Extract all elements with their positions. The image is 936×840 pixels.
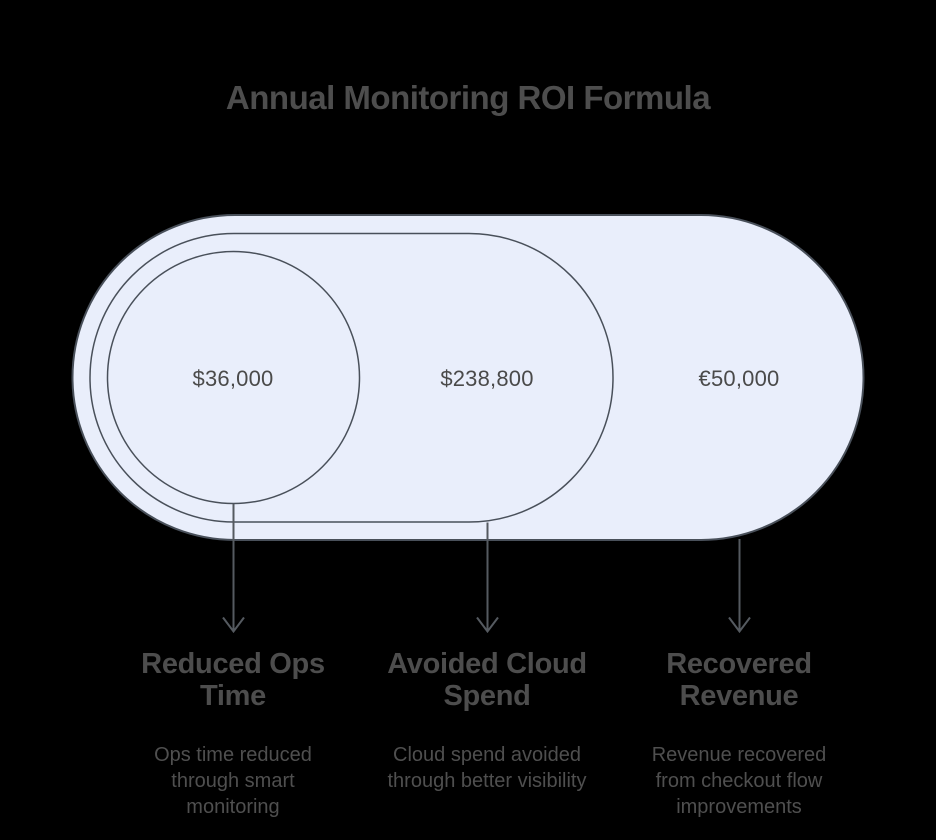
segment-heading: Avoided Cloud Spend [387, 648, 587, 712]
middle-pill-value: $238,800 [440, 366, 534, 391]
arrow-down-icon [728, 539, 751, 634]
segment-description: Cloud spend avoided through better visib… [387, 744, 587, 792]
segment-heading: Recovered Revenue [666, 648, 812, 712]
segment-heading: Reduced Ops Time [141, 648, 325, 712]
arrow-down-icon [476, 522, 499, 634]
legend-column-recovered-revenue: Recovered Revenue Revenue recovered from… [624, 648, 854, 820]
inner-circle-value: $36,000 [192, 366, 274, 391]
legend-column-avoided-cloud-spend: Avoided Cloud Spend Cloud spend avoided … [372, 648, 602, 794]
outer-pill-value: €50,000 [698, 366, 780, 391]
segment-description: Ops time reduced through smart monitorin… [154, 744, 312, 818]
segment-description: Revenue recovered from checkout flow imp… [651, 744, 827, 818]
arrow-down-icon [222, 504, 245, 634]
legend-column-reduced-ops-time: Reduced Ops Time Ops time reduced throug… [118, 648, 348, 820]
diagram-title: Annual Monitoring ROI Formula [225, 79, 711, 116]
inner-circle-shape [106, 250, 361, 505]
